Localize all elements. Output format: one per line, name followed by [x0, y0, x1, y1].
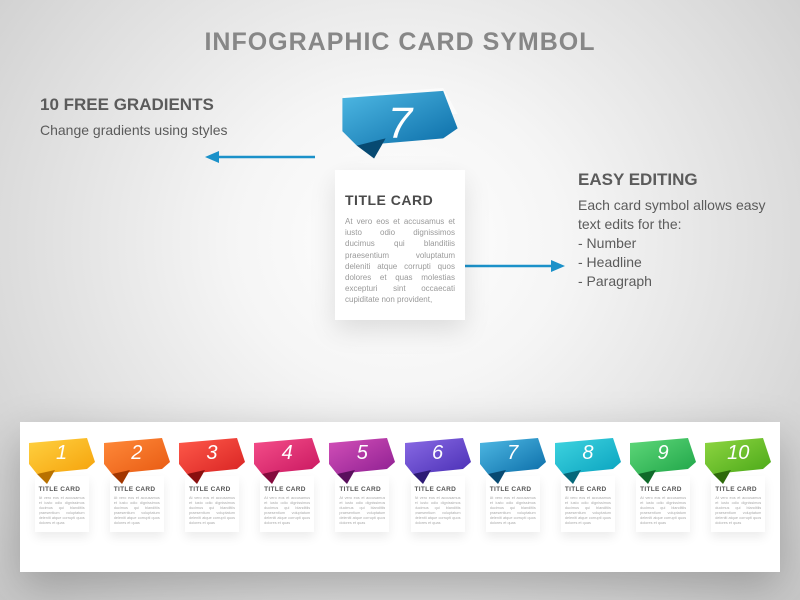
mini-badge: 10	[705, 436, 771, 480]
mini-body: TITLE CARD At vero eos et accusamus et i…	[35, 476, 89, 532]
mini-body: TITLE CARD At vero eos et accusamus et i…	[711, 476, 765, 532]
hero-card: 7 TITLE CARD At vero eos et accusamus et…	[320, 88, 480, 320]
mini-card: 2 TITLE CARD At vero eos et accusamus et…	[104, 436, 170, 532]
mini-number: 7	[480, 436, 546, 470]
mini-number: 6	[405, 436, 471, 470]
mini-badge: 2	[104, 436, 170, 480]
mini-title: TITLE CARD	[715, 486, 761, 493]
mini-text: At vero eos et accusamus et iusto odio d…	[415, 496, 461, 526]
mini-text: At vero eos et accusamus et iusto odio d…	[39, 496, 85, 526]
callout-left-sub: Change gradients using styles	[40, 121, 240, 139]
mini-number: 5	[329, 436, 395, 470]
mini-badge: 3	[179, 436, 245, 480]
callout-left-heading: 10 FREE GRADIENTS	[40, 95, 240, 115]
hero-title: TITLE CARD	[345, 192, 455, 208]
callout-right: EASY EDITING Each card symbol allows eas…	[578, 170, 768, 290]
mini-badge: 7	[480, 436, 546, 480]
mini-text: At vero eos et accusamus et iusto odio d…	[114, 496, 160, 526]
mini-body: TITLE CARD At vero eos et accusamus et i…	[486, 476, 540, 532]
mini-title: TITLE CARD	[264, 486, 310, 493]
mini-body: TITLE CARD At vero eos et accusamus et i…	[260, 476, 314, 532]
mini-body: TITLE CARD At vero eos et accusamus et i…	[110, 476, 164, 532]
mini-number: 4	[254, 436, 320, 470]
mini-title: TITLE CARD	[39, 486, 85, 493]
mini-title: TITLE CARD	[339, 486, 385, 493]
mini-title: TITLE CARD	[114, 486, 160, 493]
mini-number: 8	[555, 436, 621, 470]
mini-card: 10 TITLE CARD At vero eos et accusamus e…	[705, 436, 771, 532]
mini-text: At vero eos et accusamus et iusto odio d…	[339, 496, 385, 526]
mini-badge: 6	[405, 436, 471, 480]
hero-number: 7	[320, 88, 480, 160]
mini-card: 4 TITLE CARD At vero eos et accusamus et…	[254, 436, 320, 532]
card-strip: 1 TITLE CARD At vero eos et accusamus et…	[20, 422, 780, 572]
mini-text: At vero eos et accusamus et iusto odio d…	[490, 496, 536, 526]
mini-title: TITLE CARD	[415, 486, 461, 493]
mini-number: 1	[29, 436, 95, 470]
mini-badge: 9	[630, 436, 696, 480]
mini-body: TITLE CARD At vero eos et accusamus et i…	[561, 476, 615, 532]
arrow-left-icon	[205, 149, 315, 165]
mini-text: At vero eos et accusamus et iusto odio d…	[264, 496, 310, 526]
mini-card: 7 TITLE CARD At vero eos et accusamus et…	[480, 436, 546, 532]
mini-badge: 4	[254, 436, 320, 480]
mini-body: TITLE CARD At vero eos et accusamus et i…	[636, 476, 690, 532]
mini-card: 3 TITLE CARD At vero eos et accusamus et…	[179, 436, 245, 532]
mini-title: TITLE CARD	[189, 486, 235, 493]
mini-text: At vero eos et accusamus et iusto odio d…	[715, 496, 761, 526]
mini-card: 5 TITLE CARD At vero eos et accusamus et…	[329, 436, 395, 532]
page-title: INFOGRAPHIC CARD SYMBOL	[0, 28, 800, 57]
mini-card: 1 TITLE CARD At vero eos et accusamus et…	[29, 436, 95, 532]
callout-right-heading: EASY EDITING	[578, 170, 768, 190]
mini-body: TITLE CARD At vero eos et accusamus et i…	[185, 476, 239, 532]
mini-body: TITLE CARD At vero eos et accusamus et i…	[335, 476, 389, 532]
mini-text: At vero eos et accusamus et iusto odio d…	[189, 496, 235, 526]
mini-card: 6 TITLE CARD At vero eos et accusamus et…	[405, 436, 471, 532]
mini-card: 8 TITLE CARD At vero eos et accusamus et…	[555, 436, 621, 532]
mini-number: 2	[104, 436, 170, 470]
mini-body: TITLE CARD At vero eos et accusamus et i…	[411, 476, 465, 532]
callout-right-sub: Each card symbol allows easy text edits …	[578, 196, 768, 290]
mini-badge: 5	[329, 436, 395, 480]
hero-badge: 7	[320, 88, 480, 178]
mini-title: TITLE CARD	[490, 486, 536, 493]
mini-badge: 8	[555, 436, 621, 480]
hero-body: TITLE CARD At vero eos et accusamus et i…	[335, 170, 465, 320]
mini-badge: 1	[29, 436, 95, 480]
hero-text: At vero eos et accusamus et iusto odio d…	[345, 216, 455, 306]
mini-text: At vero eos et accusamus et iusto odio d…	[640, 496, 686, 526]
mini-text: At vero eos et accusamus et iusto odio d…	[565, 496, 611, 526]
mini-number: 3	[179, 436, 245, 470]
mini-card: 9 TITLE CARD At vero eos et accusamus et…	[630, 436, 696, 532]
mini-number: 9	[630, 436, 696, 470]
mini-number: 10	[705, 436, 771, 470]
callout-left: 10 FREE GRADIENTS Change gradients using…	[40, 95, 240, 139]
mini-title: TITLE CARD	[640, 486, 686, 493]
mini-title: TITLE CARD	[565, 486, 611, 493]
